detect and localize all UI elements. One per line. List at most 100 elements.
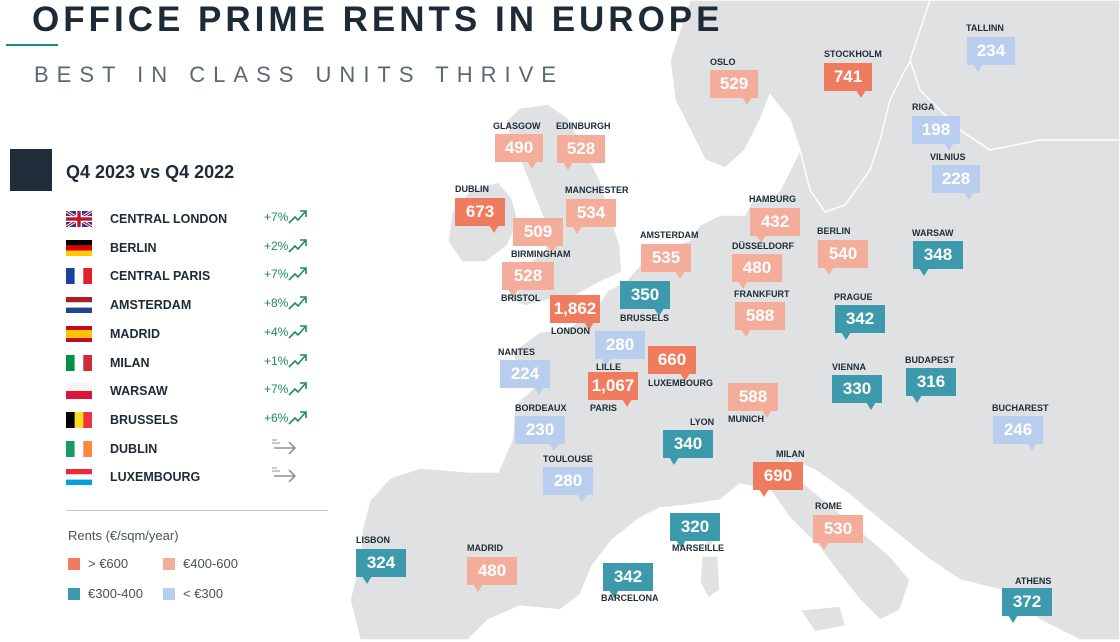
land-scandinavia: [669, 0, 931, 213]
rent-value-bubble: 348: [913, 241, 963, 276]
pl-flag-icon: [66, 383, 92, 400]
rent-value-bubble: 540: [818, 240, 868, 275]
rent-value-bubble: 530: [813, 515, 863, 550]
rent-value-bubble: 480: [467, 557, 517, 592]
rent-value-bubble: 690: [753, 462, 803, 497]
rent-value-bubble: 535: [641, 244, 691, 279]
city-change-name: AMSTERDAM: [110, 298, 192, 313]
trend-up-icon: [288, 210, 307, 224]
city-change-value: +6%: [264, 410, 289, 425]
it-flag-icon: [66, 354, 92, 371]
city-label: TOULOUSE: [543, 454, 593, 464]
city-change-name: CENTRAL PARIS: [110, 269, 211, 284]
city-label: LYON: [690, 417, 715, 427]
city-label: GLASGOW: [493, 121, 541, 131]
trend-up-icon: [288, 296, 307, 310]
rent-value-bubble: 198: [912, 116, 960, 151]
land-finland: [909, 0, 1120, 151]
rent-value-bubble: 528: [557, 135, 605, 170]
city-change-row: BERLIN +2%: [66, 237, 316, 259]
be-flag-icon: [66, 411, 92, 428]
rent-band-label: €300-400: [88, 586, 143, 601]
city-change-value: +7%: [264, 382, 289, 397]
nl-flag-icon: [66, 297, 92, 314]
uk-flag-icon: [66, 211, 92, 227]
trend-up-icon: [288, 411, 307, 425]
trend-stable-icon: [272, 467, 297, 483]
city-label: ATHENS: [1015, 576, 1052, 586]
rent-band-key: > €600: [68, 556, 208, 572]
rent-value-bubble: 1,862: [550, 295, 600, 330]
city-label: BERLIN: [817, 226, 851, 236]
city-label: FRANKFURT: [734, 289, 790, 299]
rent-value-bubble: 316: [906, 368, 956, 403]
city-label: OSLO: [710, 57, 736, 67]
rent-value-bubble: 480: [732, 254, 782, 289]
city-label: HAMBURG: [749, 194, 796, 204]
rent-band-label: €400-600: [183, 556, 238, 571]
rent-value-bubble: 340: [663, 430, 713, 465]
es-flag-icon: [66, 325, 92, 342]
city-label: DUBLIN: [455, 184, 489, 194]
rent-value-bubble: 372: [1002, 588, 1052, 623]
rent-value-bubble: 1,067: [588, 372, 638, 407]
city-change-name: LUXEMBOURG: [110, 470, 201, 485]
city-label: MARSEILLE: [672, 543, 725, 553]
rent-value-bubble: 432: [750, 208, 800, 243]
city-label: RIGA: [912, 102, 935, 112]
rent-value-bubble: 324: [356, 549, 406, 584]
city-label: BARCELONA: [601, 593, 659, 603]
title-underline: [6, 44, 58, 46]
city-change-row: MILAN +1%: [66, 352, 316, 374]
rent-value-bubble: 246: [993, 416, 1043, 451]
city-label: AMSTERDAM: [640, 230, 699, 240]
city-change-row: AMSTERDAM +8%: [66, 294, 316, 316]
rent-value-bubble: 741: [824, 63, 872, 98]
rent-value-bubble: 330: [832, 375, 882, 410]
trend-stable-icon: [272, 439, 297, 454]
rent-value-bubble: 509: [513, 218, 563, 253]
rent-band-swatch: [68, 588, 80, 600]
rent-value-bubble: 350: [620, 281, 670, 316]
rents-legend-title: Rents (€/sqm/year): [68, 528, 179, 543]
rent-value-bubble: 529: [710, 70, 758, 105]
city-label: VILNIUS: [930, 152, 966, 162]
rent-value-bubble: 280: [543, 467, 593, 502]
land-sicily: [798, 605, 847, 633]
trend-up-icon: [288, 382, 307, 396]
ie-flag-icon: [66, 440, 92, 457]
rent-value-bubble: 342: [835, 305, 885, 340]
rent-value-bubble: 280: [595, 331, 645, 366]
panel-marker-square: [10, 149, 52, 191]
city-label: MILAN: [776, 449, 805, 459]
city-label: NANTES: [498, 347, 536, 357]
comparison-heading: Q4 2023 vs Q4 2022: [66, 162, 235, 182]
rent-band-swatch: [68, 558, 80, 570]
city-change-name: BERLIN: [110, 240, 157, 255]
city-change-name: CENTRAL LONDON: [110, 212, 228, 226]
city-change-row: LUXEMBOURG: [66, 466, 316, 488]
land-sardinia: [699, 555, 721, 600]
city-label: BUDAPEST: [905, 355, 955, 365]
city-label: PARIS: [590, 403, 617, 413]
page-title: OFFICE PRIME RENTS IN EUROPE: [32, 0, 724, 39]
de-flag-icon: [66, 239, 92, 256]
city-label: PRAGUE: [834, 292, 873, 302]
city-change-name: MILAN: [110, 355, 150, 370]
city-change-name: BRUSSELS: [110, 412, 179, 427]
city-change-value: +7%: [264, 267, 289, 282]
city-label: EDINBURGH: [556, 121, 611, 131]
rent-value-bubble: 660: [648, 346, 696, 381]
city-change-row: MADRID +4%: [66, 323, 316, 345]
rent-value-bubble: 588: [735, 302, 785, 337]
city-label: DÜSSELDORF: [732, 241, 795, 251]
rent-value-bubble: 342: [603, 563, 653, 598]
city-change-name: MADRID: [110, 326, 160, 341]
city-change-value: +8%: [264, 296, 289, 311]
rent-value-bubble: 490: [495, 134, 543, 169]
city-label: VIENNA: [832, 362, 867, 372]
trend-up-icon: [288, 238, 307, 253]
lu-flag-icon: [66, 469, 92, 486]
city-label: STOCKHOLM: [824, 49, 882, 59]
city-change-name: DUBLIN: [110, 441, 158, 456]
